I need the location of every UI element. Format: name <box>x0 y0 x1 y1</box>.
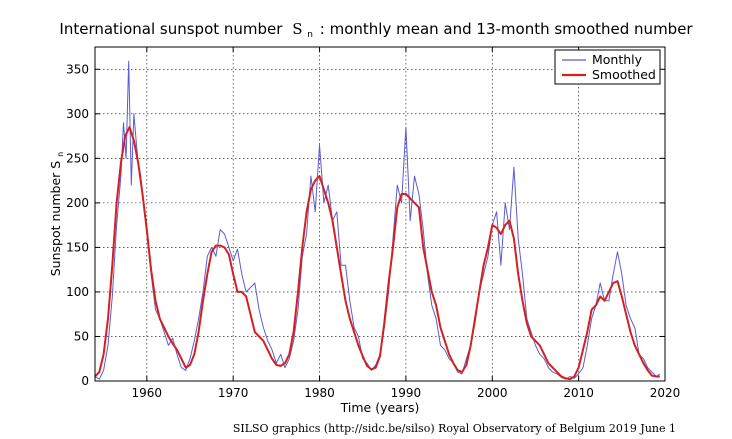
x-axis-ticks: 1960 1970 1980 1990 2000 2010 2020 <box>132 47 681 400</box>
grid-lines <box>95 47 665 381</box>
legend: Monthly Smoothed <box>554 49 661 85</box>
chart-title: International sunspot number S n : month… <box>59 20 693 41</box>
y-tick-label: 0 <box>81 374 89 388</box>
y-axis-label-main: Sunspot number S <box>48 161 63 277</box>
chart-title-rest: : monthly mean and 13-month smoothed num… <box>320 20 694 38</box>
x-tick-label: 2010 <box>563 386 594 400</box>
chart-title-symbol: S <box>292 20 302 38</box>
legend-smoothed-label: Smoothed <box>592 67 656 82</box>
y-tick-label: 300 <box>66 107 89 121</box>
x-tick-label: 2000 <box>477 386 508 400</box>
y-axis-label: Sunspot number S n <box>48 152 65 277</box>
y-tick-label: 250 <box>66 151 89 165</box>
x-tick-label: 1980 <box>304 386 335 400</box>
series-line-smoothed <box>94 126 660 381</box>
series-lines <box>94 60 661 381</box>
legend-monthly-label: Monthly <box>592 52 643 67</box>
y-tick-label: 350 <box>66 62 89 76</box>
y-tick-label: 200 <box>66 196 89 210</box>
y-tick-label: 50 <box>74 329 89 343</box>
x-tick-label: 1960 <box>132 386 163 400</box>
x-tick-label: 1990 <box>391 386 422 400</box>
y-axis-ticks: 0 50 100 150 200 250 300 350 <box>66 62 665 388</box>
plot-frame <box>94 46 666 382</box>
y-tick-label: 150 <box>66 240 89 254</box>
legend-box <box>554 49 661 85</box>
plot-area <box>95 47 665 381</box>
y-axis-label-subscript: n <box>56 152 65 157</box>
credit-line: SILSO graphics (http://sidc.be/silso) Ro… <box>233 422 676 435</box>
chart-title-subscript: n <box>307 30 313 40</box>
x-axis-label: Time (years) <box>340 400 420 415</box>
y-tick-label: 100 <box>66 285 89 299</box>
x-tick-label: 1970 <box>218 386 249 400</box>
chart-title-main: International sunspot number <box>59 20 283 38</box>
x-tick-label: 2020 <box>650 386 681 400</box>
